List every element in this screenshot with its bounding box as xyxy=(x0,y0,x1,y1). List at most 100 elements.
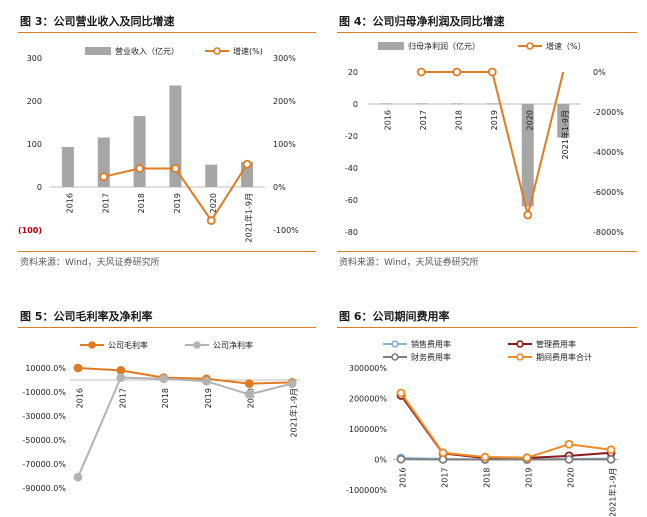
bar xyxy=(486,103,499,105)
bar xyxy=(133,116,146,187)
figure-5: 图 5：公司毛利率及净利率 公司毛利率 公司净利率 10000.0% -10000.0… xyxy=(0,300,323,517)
data-point xyxy=(244,390,254,399)
legend-swatch xyxy=(85,47,111,55)
bar xyxy=(169,85,182,187)
data-point xyxy=(438,448,448,458)
legend-label: 增速(%) xyxy=(233,46,263,56)
growth-line xyxy=(421,71,565,216)
legend-label: 期间费用率合计 xyxy=(536,352,592,362)
bar xyxy=(557,104,570,138)
y-left-tick-label: 0 xyxy=(353,100,358,109)
data-point xyxy=(416,67,426,77)
legend-label: 销售费用率 xyxy=(411,339,451,349)
data-point xyxy=(287,379,297,388)
legend-marker xyxy=(526,42,534,50)
y-tick-label: 0% xyxy=(374,456,387,465)
x-tick-label: 2021年1-9月 xyxy=(560,110,570,159)
bar xyxy=(61,147,74,187)
x-tick-label: 2018 xyxy=(483,468,492,488)
legend-swatch xyxy=(378,42,404,50)
legend-label: 归母净利润（亿元） xyxy=(408,41,480,51)
x-tick-label: 2017 xyxy=(118,388,127,408)
series-line xyxy=(400,392,612,459)
x-tick-label: 2019 xyxy=(525,468,534,488)
figure-6: 图 6：公司期间费用率 销售费用率 管理费用率财务费用率 期间费用率合计 300000… xyxy=(323,300,647,517)
y-left-tick-label: 0 xyxy=(37,183,42,192)
bar xyxy=(415,103,428,105)
y-tick-label: 100000% xyxy=(349,425,388,434)
figure-title: 图 5：公司毛利率及净利率 xyxy=(20,310,153,323)
y-right-tick-label: -100% xyxy=(273,226,299,235)
title-rule xyxy=(337,327,637,328)
y-tick-label: -70000.0% xyxy=(22,460,66,469)
y-tick-label: 300000% xyxy=(349,364,388,373)
x-tick-label: 2020 xyxy=(525,110,534,130)
x-tick-label: 2019 xyxy=(173,193,182,213)
y-tick-label: -10000.0% xyxy=(22,388,66,397)
x-tick-label: 2020 xyxy=(209,193,218,213)
series-line xyxy=(400,394,612,459)
y-tick-label: 10000.0% xyxy=(25,364,66,373)
y-left-tick-label: -80 xyxy=(345,228,358,237)
legend-label: 财务费用率 xyxy=(411,352,451,362)
source-rule xyxy=(337,251,637,252)
x-tick-label: 2019 xyxy=(204,388,213,408)
legend-marker xyxy=(88,341,96,349)
y-left-tick-label: 100 xyxy=(27,140,42,149)
bar xyxy=(379,103,392,105)
data-point xyxy=(480,452,490,462)
y-tick-label: 200000% xyxy=(349,395,388,404)
legend-marker xyxy=(516,340,524,348)
x-tick-label: 2018 xyxy=(161,388,170,408)
data-point xyxy=(201,376,211,386)
legend-label: 公司净利率 xyxy=(213,340,253,350)
series-line xyxy=(77,376,293,478)
data-point xyxy=(396,388,406,398)
y-left-tick-label: (100) xyxy=(18,226,42,235)
data-point xyxy=(523,210,533,220)
figure-title: 图 6：公司期间费用率 xyxy=(339,310,450,323)
figure-title: 图 3：公司营业收入及同比增速 xyxy=(20,15,175,28)
data-point xyxy=(116,373,126,382)
x-tick-label: 2018 xyxy=(454,110,463,130)
y-right-tick-label: -8000% xyxy=(593,228,624,237)
x-tick-label: 2020 xyxy=(567,468,576,488)
y-left-tick-label: 300 xyxy=(27,54,42,63)
legend-label: 管理费用率 xyxy=(536,339,576,349)
figure-4: 图 4：公司归母净利润及同比增速 归母净利润（亿元） 增速（%） 20 0 -20 -40… xyxy=(323,0,647,270)
y-right-tick-label: 300% xyxy=(273,54,296,63)
x-tick-label: 2017 xyxy=(101,193,110,213)
data-point xyxy=(244,379,254,388)
y-right-tick-label: -6000% xyxy=(593,188,624,197)
net-profit-growth-chart: 归母净利润（亿元） 增速（%） 20 0 -20 -40 -60 -80 0% -2000% -40… xyxy=(345,41,624,237)
y-tick-label: -100000% xyxy=(346,486,387,495)
x-tick-label: 2018 xyxy=(137,193,146,213)
revenue-growth-chart: 营业收入（亿元） 增速(%) 300 200 100 0 (100) 300% 200% 100%… xyxy=(18,46,299,242)
legend-marker xyxy=(391,340,399,348)
title-rule xyxy=(337,32,637,33)
bar xyxy=(205,164,218,187)
y-left-tick-label: 200 xyxy=(27,97,42,106)
data-point xyxy=(606,454,616,464)
data-point xyxy=(522,453,532,463)
y-left-tick-label: -60 xyxy=(345,196,358,205)
data-point xyxy=(396,454,406,464)
figure-3: 图 3：公司营业收入及同比增速 营业收入（亿元） 增速(%) 300 200 100 0 (… xyxy=(0,0,323,270)
x-tick-label: 2021年1-9月 xyxy=(608,468,618,517)
series-line xyxy=(77,367,293,385)
data-point xyxy=(73,472,83,482)
legend-marker xyxy=(213,47,221,55)
x-tick-label: 2017 xyxy=(419,110,428,130)
x-tick-label: 2016 xyxy=(65,193,74,213)
legend-label: 营业收入（亿元） xyxy=(115,46,179,56)
data-point xyxy=(487,67,497,77)
y-right-tick-label: 200% xyxy=(273,97,296,106)
y-tick-label: -30000.0% xyxy=(22,412,66,421)
data-point xyxy=(564,455,574,464)
legend-marker xyxy=(391,353,399,361)
source-note: 资料来源：Wind，天风证券研究所 xyxy=(20,258,160,268)
y-left-tick-label: -20 xyxy=(345,132,358,141)
x-tick-label: 2021年1-9月 xyxy=(244,193,254,242)
y-left-tick-label: -40 xyxy=(345,164,358,173)
legend-marker xyxy=(193,341,201,349)
